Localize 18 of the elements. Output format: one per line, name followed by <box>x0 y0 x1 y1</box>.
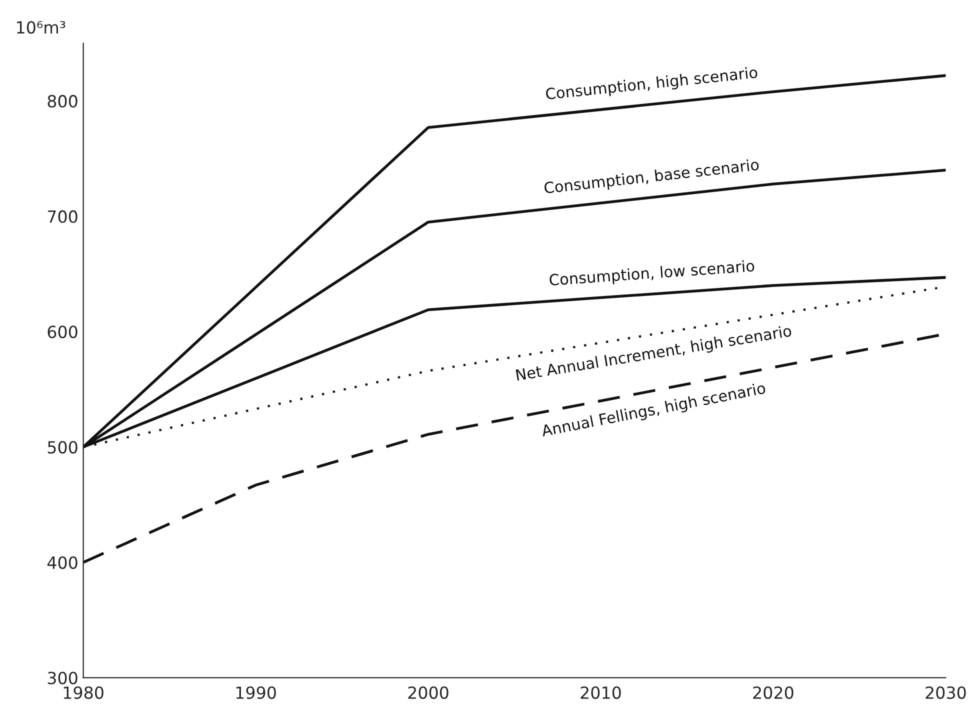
y-tick-label: 300 <box>48 672 78 684</box>
series-label: Consumption, low scenario <box>549 260 755 289</box>
text: Net Annual Increment, high scenario <box>516 324 792 384</box>
x-tick-label: 2030 <box>926 686 966 699</box>
y-tick-label: 700 <box>48 210 78 223</box>
y-tick-label: 400 <box>47 556 78 569</box>
y-tick-label: 600 <box>48 326 78 338</box>
y-tick-label: 500 <box>48 440 78 454</box>
x-tick-label: 2000 <box>408 686 448 699</box>
x-tick-label: 2020 <box>753 686 794 699</box>
x-tick-label: 1980 <box>64 686 104 699</box>
text: Consumption, high scenario <box>546 66 758 103</box>
text: Consumption, base scenario <box>544 158 760 197</box>
y-tick-label: 800 <box>48 94 78 108</box>
x-tick-label: 1990 <box>236 686 276 699</box>
y-axis-title: 10⁶m³ <box>17 21 66 34</box>
text: Annual Fellings, high scenario <box>540 382 766 440</box>
x-tick-label: 2010 <box>580 686 621 699</box>
